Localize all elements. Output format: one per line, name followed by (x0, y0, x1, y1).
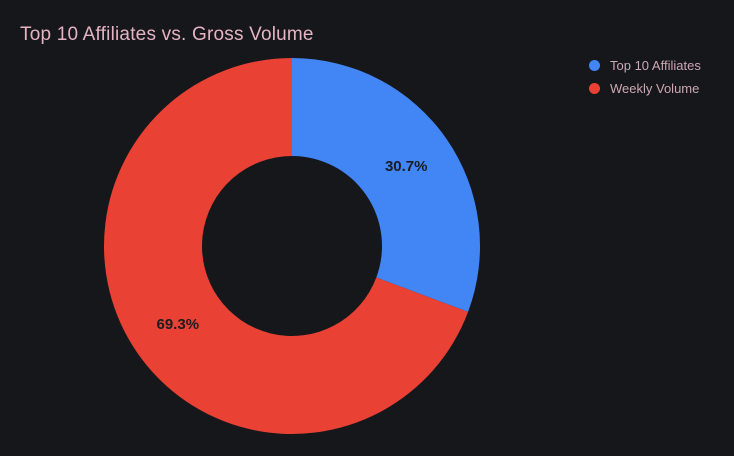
chart-title: Top 10 Affiliates vs. Gross Volume (20, 24, 314, 45)
legend-swatch-weekly-volume (589, 83, 600, 94)
legend-label-top-10-affiliates: Top 10 Affiliates (610, 58, 701, 73)
legend-item-weekly-volume: Weekly Volume (589, 77, 701, 100)
legend: Top 10 Affiliates Weekly Volume (589, 54, 701, 100)
legend-label-weekly-volume: Weekly Volume (610, 81, 700, 96)
pie-slice-weekly-volume[interactable] (103, 58, 469, 434)
slice-percent-label: 69.3% (157, 316, 200, 333)
pie-slice-top-10-affiliates[interactable] (292, 58, 480, 312)
slice-percent-label: 30.7% (385, 158, 428, 175)
legend-swatch-top-10-affiliates (589, 60, 600, 71)
legend-item-top-10-affiliates: Top 10 Affiliates (589, 54, 701, 77)
